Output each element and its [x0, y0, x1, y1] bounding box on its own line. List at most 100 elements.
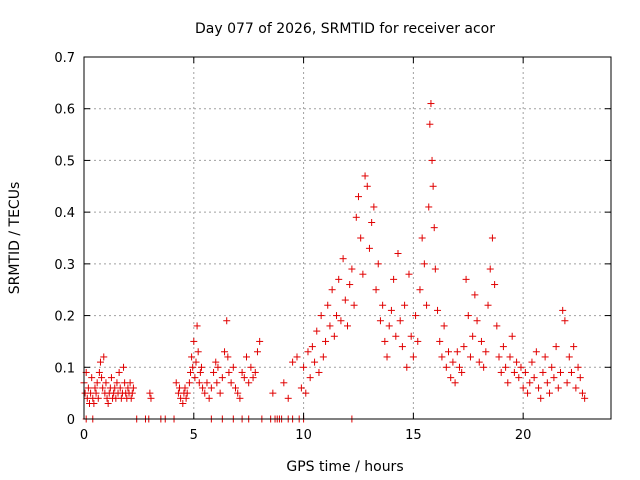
data-point: [102, 379, 110, 387]
data-point: [372, 286, 380, 294]
data-point: [464, 312, 472, 320]
data-point: [92, 389, 100, 397]
data-point: [190, 337, 198, 345]
data-point: [383, 353, 391, 361]
data-point: [186, 368, 194, 376]
data-point: [128, 389, 136, 397]
data-point: [328, 286, 336, 294]
data-point: [466, 353, 474, 361]
data-point: [379, 301, 387, 309]
data-point: [185, 379, 193, 387]
data-point: [460, 343, 468, 351]
data-point: [199, 384, 207, 392]
data-point: [183, 389, 191, 397]
data-point: [532, 348, 540, 356]
y-tick-label: 0.2: [54, 310, 75, 325]
y-tick-label: 0.1: [54, 361, 75, 376]
chart-title: Day 077 of 2026, SRMTID for receiver aco…: [195, 21, 495, 37]
data-point: [116, 384, 124, 392]
data-point: [458, 368, 466, 376]
data-point: [445, 348, 453, 356]
data-point: [192, 358, 200, 366]
data-point: [88, 374, 96, 382]
data-point: [578, 389, 586, 397]
data-point: [210, 368, 218, 376]
data-point: [297, 384, 305, 392]
data-point: [469, 332, 477, 340]
data-point: [405, 270, 413, 278]
y-tick-label: 0: [67, 413, 75, 428]
data-point: [455, 363, 463, 371]
data-point: [96, 358, 104, 366]
data-point: [146, 389, 154, 397]
data-point: [543, 379, 551, 387]
data-point: [418, 234, 426, 242]
data-point: [491, 281, 499, 289]
x-tick-label: 0: [80, 428, 88, 443]
data-point: [363, 182, 371, 190]
data-point: [471, 291, 479, 299]
data-point: [326, 322, 334, 330]
data-point: [207, 384, 215, 392]
data-point: [293, 353, 301, 361]
data-point: [426, 120, 434, 128]
data-point: [430, 224, 438, 232]
data-point: [368, 218, 376, 226]
data-point: [550, 374, 558, 382]
data-point: [521, 368, 529, 376]
data-point: [352, 213, 360, 221]
data-point: [256, 337, 264, 345]
data-point: [556, 368, 564, 376]
data-point: [440, 322, 448, 330]
data-point: [245, 379, 253, 387]
data-point: [172, 379, 180, 387]
data-point: [526, 379, 534, 387]
data-point: [251, 368, 259, 376]
data-point: [438, 353, 446, 361]
data-point: [214, 363, 222, 371]
data-point: [95, 368, 103, 376]
data-point: [567, 368, 575, 376]
data-point: [107, 374, 115, 382]
data-point: [409, 353, 417, 361]
data-point: [570, 343, 578, 351]
data-point: [565, 353, 573, 361]
data-point: [396, 317, 404, 325]
data-point: [238, 368, 246, 376]
data-point: [537, 394, 545, 402]
data-point: [313, 327, 321, 335]
data-point: [247, 363, 255, 371]
data-point: [339, 255, 347, 263]
data-point: [242, 353, 250, 361]
data-point: [147, 394, 155, 402]
data-point: [182, 394, 190, 402]
data-point: [376, 317, 384, 325]
data-point: [354, 193, 362, 201]
data-point: [357, 234, 365, 242]
data-point: [104, 399, 112, 407]
data-point: [449, 358, 457, 366]
data-point: [324, 301, 332, 309]
data-point: [488, 234, 496, 242]
data-point: [499, 343, 507, 351]
data-point: [280, 379, 288, 387]
data-point: [554, 384, 562, 392]
grid-lines: [84, 57, 611, 419]
tick-labels: 0 0.1 0.2 0.3 0.4 0.5 0.6 0.7 0 5 10 15 20: [54, 51, 531, 443]
data-point: [322, 337, 330, 345]
data-point: [576, 374, 584, 382]
data-point: [401, 301, 409, 309]
data-point: [482, 348, 490, 356]
data-point: [181, 384, 189, 392]
x-tick-label: 10: [295, 428, 312, 443]
data-point: [84, 384, 92, 392]
data-point: [216, 389, 224, 397]
data-point: [240, 374, 248, 382]
data-point: [189, 363, 197, 371]
data-point: [423, 301, 431, 309]
data-point: [113, 379, 121, 387]
data-point: [475, 358, 483, 366]
data-point: [480, 363, 488, 371]
data-point: [574, 363, 582, 371]
data-point: [412, 312, 420, 320]
